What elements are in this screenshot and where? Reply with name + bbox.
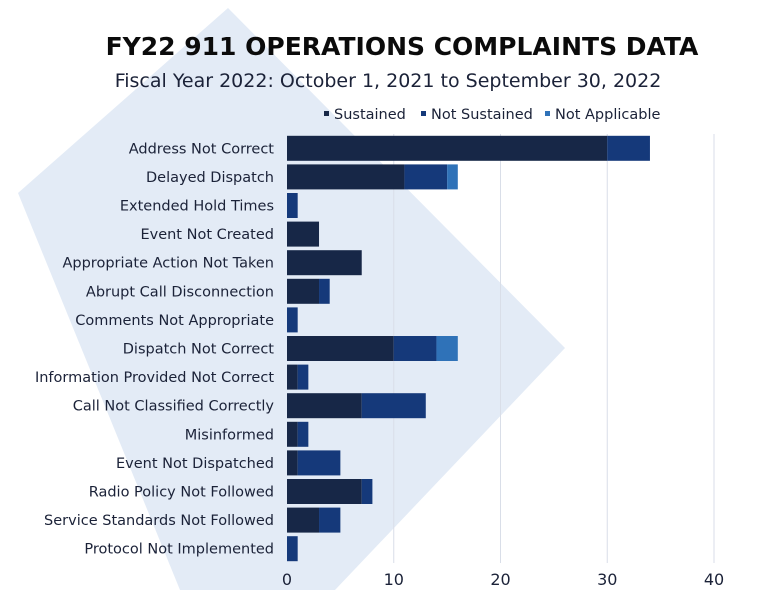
legend-label: Sustained bbox=[334, 107, 406, 123]
bar-not-sustained bbox=[404, 164, 448, 190]
bar-sustained bbox=[287, 250, 362, 276]
bar-not-sustained bbox=[319, 278, 330, 304]
legend: Sustained Not Sustained Not Applicable bbox=[324, 107, 660, 123]
category-label: Service Standards Not Followed bbox=[44, 513, 274, 529]
bar-sustained bbox=[287, 164, 405, 190]
x-tick-label: 0 bbox=[282, 570, 292, 589]
legend-label: Not Applicable bbox=[555, 107, 660, 123]
bar-not-applicable bbox=[447, 164, 458, 190]
bar-not-applicable bbox=[436, 336, 458, 361]
chart-subtitle: Fiscal Year 2022: October 1, 2021 to Sep… bbox=[115, 70, 662, 92]
category-label: Radio Policy Not Followed bbox=[89, 485, 274, 501]
bar-sustained bbox=[287, 507, 320, 533]
bar-not-sustained bbox=[287, 536, 298, 562]
bar-sustained bbox=[287, 450, 298, 476]
legend-swatch bbox=[421, 111, 426, 116]
legend-swatch bbox=[324, 111, 329, 116]
bar-sustained bbox=[287, 221, 320, 247]
x-tick-label: 10 bbox=[384, 570, 404, 589]
chart-title: FY22 911 OPERATIONS COMPLAINTS DATA bbox=[106, 32, 699, 61]
category-label: Dispatch Not Correct bbox=[123, 342, 275, 358]
bar-not-sustained bbox=[287, 307, 298, 333]
category-label: Protocol Not Implemented bbox=[84, 542, 274, 558]
bar-not-sustained bbox=[319, 507, 341, 533]
category-label: Extended Hold Times bbox=[120, 199, 274, 215]
category-label: Event Not Created bbox=[140, 227, 274, 243]
bar-sustained bbox=[287, 421, 298, 447]
bar-not-sustained bbox=[393, 336, 437, 361]
category-label: Appropriate Action Not Taken bbox=[62, 256, 274, 272]
bar-not-sustained bbox=[297, 364, 309, 390]
x-tick-label: 20 bbox=[490, 570, 510, 589]
category-label: Abrupt Call Disconnection bbox=[86, 284, 274, 300]
x-axis-ticks: 0 10 20 30 40 bbox=[282, 570, 724, 589]
bar-not-sustained bbox=[297, 421, 309, 447]
bar-not-sustained bbox=[607, 135, 650, 161]
bar-sustained bbox=[287, 364, 298, 390]
bar-not-sustained bbox=[297, 450, 341, 476]
bar-not-sustained bbox=[287, 193, 298, 218]
category-label: Comments Not Appropriate bbox=[75, 313, 274, 329]
bar-sustained bbox=[287, 479, 362, 504]
x-tick-label: 40 bbox=[704, 570, 724, 589]
legend-label: Not Sustained bbox=[431, 107, 533, 123]
bar-not-sustained bbox=[361, 393, 426, 419]
bar-not-sustained bbox=[361, 479, 373, 504]
category-labels: Address Not Correct Delayed Dispatch Exten… bbox=[35, 141, 274, 557]
bar-sustained bbox=[287, 278, 320, 304]
x-tick-label: 30 bbox=[597, 570, 617, 589]
category-label: Call Not Classified Correctly bbox=[73, 399, 275, 415]
category-label: Event Not Dispatched bbox=[116, 456, 274, 472]
bars bbox=[287, 135, 650, 562]
category-label: Misinformed bbox=[185, 427, 274, 443]
bar-sustained bbox=[287, 393, 362, 419]
bar-sustained bbox=[287, 336, 394, 361]
bar-sustained bbox=[287, 135, 608, 161]
legend-swatch bbox=[545, 111, 550, 116]
category-label: Information Provided Not Correct bbox=[35, 370, 274, 386]
category-label: Address Not Correct bbox=[129, 141, 275, 157]
category-label: Delayed Dispatch bbox=[146, 170, 274, 186]
